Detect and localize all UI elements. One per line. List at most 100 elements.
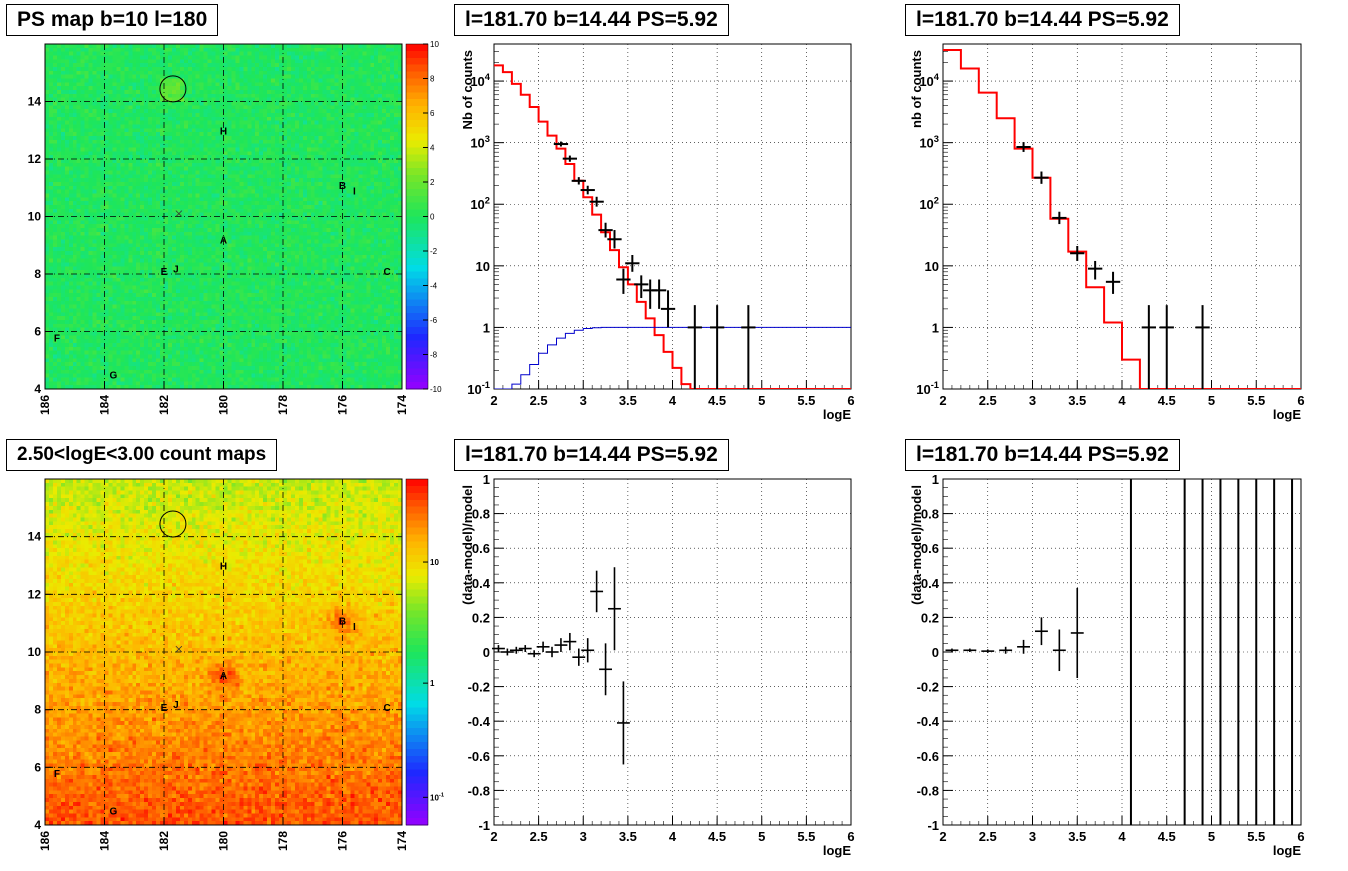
x-tick-label: 184 xyxy=(98,831,112,851)
colorbar-tick-label: 6 xyxy=(430,109,435,118)
colorbar-frame xyxy=(405,478,429,826)
x-tick-label: 2 xyxy=(939,829,946,844)
x-tick-label: 3 xyxy=(1029,393,1036,408)
x-tick-label: 5 xyxy=(758,829,765,844)
y-tick-label: 10 xyxy=(28,645,42,659)
y-tick-label: 10-1 xyxy=(467,380,490,397)
x-tick-label: 6 xyxy=(1297,829,1304,844)
x-axis-label: logE xyxy=(823,843,851,858)
y-tick-label: 104 xyxy=(919,72,939,89)
x-tick-label: 3.5 xyxy=(1068,829,1086,844)
map-panel-3: 186 184 182 180 178 176 174 4 6 8 10 12 14 A B C E F G H I J xyxy=(28,478,429,851)
colorbar-tick-label: -8 xyxy=(430,351,438,360)
model-line xyxy=(494,64,851,389)
y-tick-label: 104 xyxy=(470,72,490,89)
x-tick-label: 3.5 xyxy=(619,829,637,844)
source-label-F: F xyxy=(54,769,60,780)
x-tick-label: 186 xyxy=(38,831,52,851)
heatmap-cells xyxy=(45,479,403,826)
x-tick-label: 5.5 xyxy=(1247,393,1265,408)
center-cross xyxy=(175,645,183,653)
x-tick-label: 5.5 xyxy=(1247,829,1265,844)
source-label-J: J xyxy=(173,700,179,711)
x-axis-label: logE xyxy=(1273,407,1301,422)
y-tick-label: 14 xyxy=(28,530,42,544)
colorbar-tick-label: 4 xyxy=(430,144,435,153)
y-axis-label: Nb of counts xyxy=(460,50,475,129)
source-label-B: B xyxy=(339,181,346,192)
y-tick-label: 0.6 xyxy=(472,541,490,556)
x-tick-label: 2.5 xyxy=(979,829,997,844)
y-tick-label: 103 xyxy=(919,134,939,151)
source-label-E: E xyxy=(161,703,168,714)
source-label-A: A xyxy=(220,236,227,247)
x-axis-label: logE xyxy=(823,407,851,422)
y-tick-label: 4 xyxy=(34,818,41,832)
y-tick-label: -1 xyxy=(478,818,490,833)
y-tick-label: -0.8 xyxy=(917,783,939,798)
x-tick-label: 4 xyxy=(1118,393,1126,408)
x-tick-label: 4 xyxy=(669,829,677,844)
colorbar xyxy=(406,44,428,390)
source-label-B: B xyxy=(339,616,346,627)
colorbar-tick-label: 1 xyxy=(430,679,435,688)
x-tick-label: 2.5 xyxy=(530,829,548,844)
y-tick-label: 102 xyxy=(919,195,939,212)
source-circle xyxy=(159,75,187,103)
source-label-I: I xyxy=(353,622,356,633)
colorbar-tick-label: -6 xyxy=(430,316,438,325)
center-cross xyxy=(175,210,183,217)
colorbar-tick-label: 2 xyxy=(430,178,435,187)
y-axis-label: (data-model)/model xyxy=(460,485,475,605)
x-tick-label: 4 xyxy=(1118,829,1126,844)
y-tick-label: 1 xyxy=(483,320,490,335)
y-tick-label: 14 xyxy=(28,95,42,109)
x-tick-label: 3 xyxy=(580,829,587,844)
x-tick-label: 178 xyxy=(276,831,290,851)
y-tick-label: 10 xyxy=(28,210,42,224)
y-tick-label: 102 xyxy=(470,195,490,212)
x-tick-label: 182 xyxy=(157,395,171,415)
x-tick-label: 3 xyxy=(1029,829,1036,844)
y-tick-label: 0.8 xyxy=(921,507,939,522)
y-axis-label: (data-model)/model xyxy=(909,485,924,605)
panel1-title: PS map b=10 l=180 xyxy=(6,4,219,36)
source-label-E: E xyxy=(161,267,168,278)
panel4-title: 2.50<logE<3.00 count maps xyxy=(6,439,278,471)
x-tick-label: 4 xyxy=(669,393,677,408)
x-tick-label: 176 xyxy=(336,395,350,415)
source-label-J: J xyxy=(173,264,179,275)
y-tick-label: 0.6 xyxy=(921,541,939,556)
y-tick-label: 8 xyxy=(34,703,41,717)
y-tick-label: 0 xyxy=(932,645,939,660)
y-tick-label: -0.6 xyxy=(468,749,490,764)
x-tick-label: 4.5 xyxy=(708,393,726,408)
x-tick-label: 3 xyxy=(580,393,587,408)
x-tick-label: 174 xyxy=(395,395,409,415)
colorbar-tick-label: -10 xyxy=(430,385,442,394)
y-tick-label: 12 xyxy=(28,587,42,601)
y-tick-label: 1 xyxy=(483,472,490,487)
source-label-C: C xyxy=(384,703,391,714)
y-tick-label: 0.4 xyxy=(472,576,491,591)
x-tick-label: 5 xyxy=(1208,829,1215,844)
x-tick-label: 6 xyxy=(847,393,854,408)
x-tick-label: 182 xyxy=(157,831,171,851)
x-tick-label: 4.5 xyxy=(708,829,726,844)
x-tick-label: 176 xyxy=(336,831,350,851)
y-tick-label: 0 xyxy=(483,645,490,660)
y-tick-label: 0.4 xyxy=(921,576,940,591)
colorbar-tick-label: 10 xyxy=(430,40,439,49)
source-label-C: C xyxy=(384,267,391,278)
y-tick-label: -1 xyxy=(927,818,939,833)
y-tick-label: 6 xyxy=(34,760,41,774)
y-tick-label: -0.4 xyxy=(917,714,940,729)
colorbar-tick-label: 8 xyxy=(430,75,435,84)
x-tick-label: 3.5 xyxy=(619,393,637,408)
colorbar-tick-label: 0 xyxy=(430,213,435,222)
y-tick-label: 1 xyxy=(932,472,939,487)
